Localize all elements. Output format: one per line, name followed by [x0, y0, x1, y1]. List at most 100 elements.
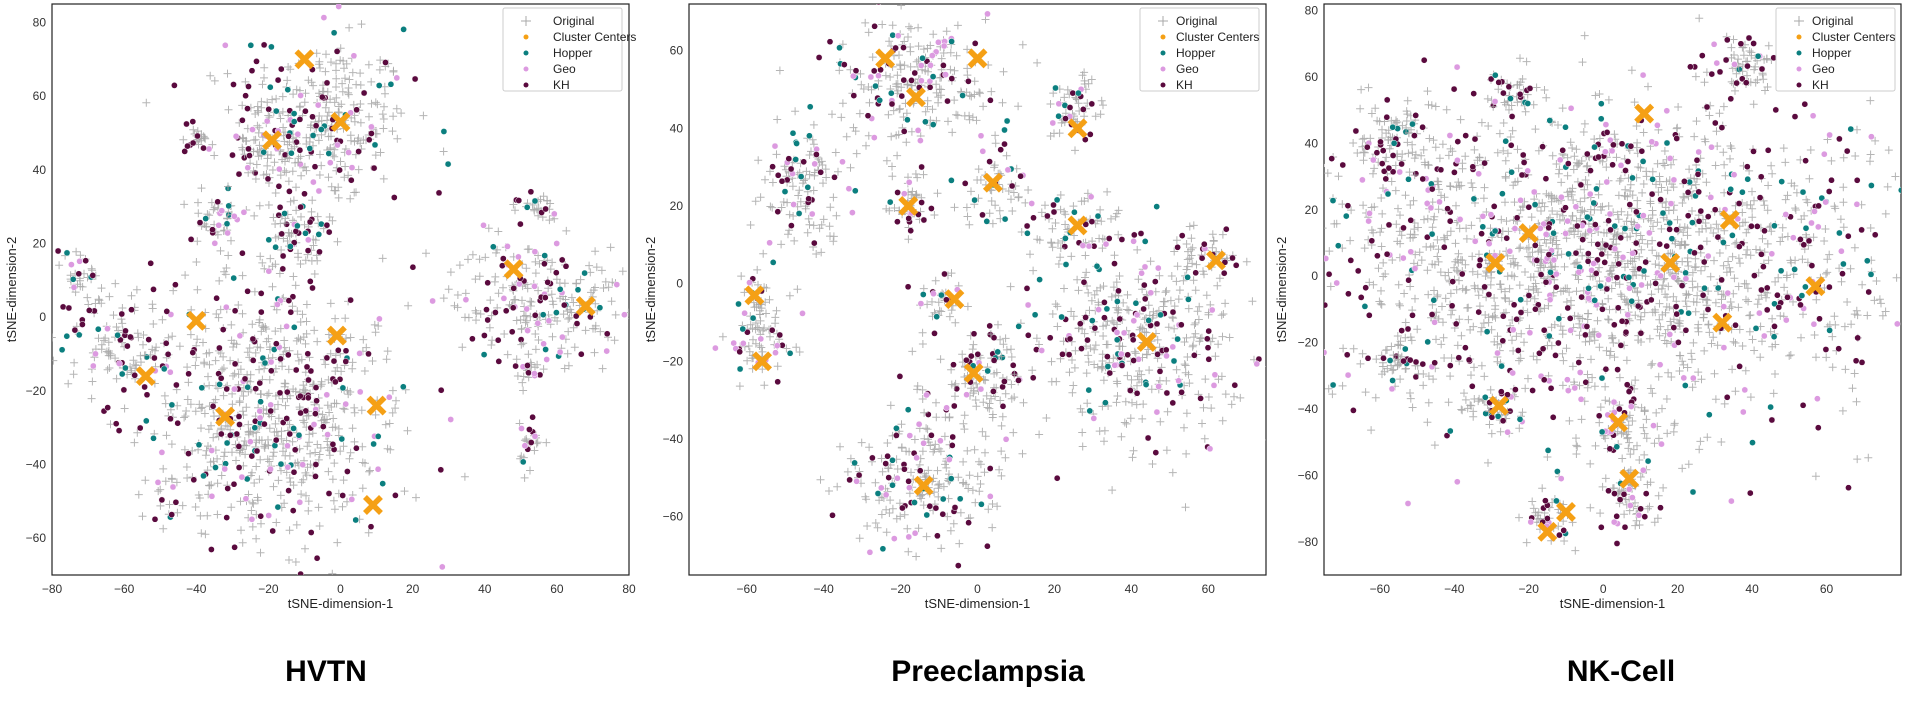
original-point [944, 117, 952, 126]
original-point [1633, 288, 1642, 297]
original-point [297, 478, 306, 487]
original-point [1693, 282, 1702, 291]
original-point [1377, 194, 1386, 202]
original-point [197, 529, 206, 538]
original-point [1209, 237, 1218, 246]
original-point [1172, 365, 1181, 374]
hopper-point [1015, 323, 1023, 330]
original-point [1830, 312, 1839, 321]
kh-point [941, 270, 948, 278]
original-point [1617, 207, 1626, 216]
original-point [1570, 152, 1579, 161]
original-point [1511, 258, 1520, 267]
original-point [201, 530, 210, 539]
hopper-point [480, 351, 488, 358]
original-point [307, 256, 316, 265]
original-point [1763, 239, 1772, 248]
original-point [1758, 337, 1766, 346]
geo-point [1141, 263, 1149, 271]
original-point [1396, 211, 1404, 220]
kh-point [189, 118, 197, 125]
original-point [897, 4, 906, 10]
original-point [255, 141, 264, 150]
original-point [1524, 285, 1533, 294]
original-point [364, 60, 373, 69]
hopper-point [58, 346, 66, 354]
hopper-point [400, 26, 407, 33]
kh-point [1118, 362, 1126, 369]
original-point [221, 421, 230, 430]
original-point [354, 165, 363, 174]
geo-point [70, 284, 78, 291]
original-point [1748, 204, 1757, 213]
kh-point [997, 146, 1005, 154]
y-tick-label: −60 [663, 510, 684, 524]
original-point [1567, 227, 1575, 235]
original-point [750, 303, 759, 312]
original-point [472, 309, 481, 317]
original-point [988, 523, 997, 532]
original-point [805, 220, 814, 229]
original-point [1750, 196, 1758, 205]
original-point [380, 102, 388, 111]
geo-point [935, 38, 942, 46]
kh-point [1130, 231, 1138, 239]
original-point [69, 370, 78, 379]
original-point [476, 310, 485, 318]
original-point [84, 300, 93, 309]
original-point [159, 524, 168, 533]
kh-point [850, 92, 858, 99]
original-point [1663, 293, 1671, 302]
original-point [1214, 340, 1223, 349]
original-point [236, 497, 245, 506]
kh-point [1001, 378, 1008, 385]
original-point [1437, 340, 1446, 349]
original-point [224, 105, 233, 114]
original-point [97, 284, 106, 293]
original-point [1370, 202, 1379, 211]
original-point [883, 439, 892, 447]
original-point [276, 324, 285, 333]
original-point [1516, 354, 1525, 363]
kh-point [303, 363, 311, 371]
original-point [1715, 109, 1724, 118]
original-point [1655, 331, 1664, 340]
kh-point [1023, 222, 1031, 230]
original-point [1377, 224, 1386, 233]
original-point [881, 71, 890, 80]
original-point [1440, 233, 1448, 242]
original-point [296, 335, 305, 344]
original-point [191, 361, 200, 370]
original-point [321, 67, 330, 76]
hopper-point [339, 384, 347, 392]
original-point [331, 314, 340, 323]
original-point [357, 406, 366, 415]
original-point [779, 198, 788, 206]
kh-point [260, 41, 268, 49]
kh-point [531, 311, 539, 319]
geo-point [1253, 360, 1261, 368]
cluster-center-x [744, 285, 765, 306]
original-point [1188, 243, 1197, 252]
original-point [985, 399, 994, 408]
original-point [564, 361, 573, 370]
legend-label: Cluster Centers [1176, 30, 1259, 44]
original-point [288, 302, 297, 311]
original-point [127, 366, 136, 375]
original-point [1480, 372, 1489, 381]
original-point [519, 312, 528, 321]
original-point [1688, 277, 1697, 286]
original-point [1086, 344, 1095, 353]
original-point [1734, 303, 1743, 312]
original-point [968, 345, 977, 354]
original-point [1014, 192, 1023, 201]
geo-point [1118, 350, 1125, 358]
original-point [164, 333, 173, 342]
original-point [1534, 247, 1543, 256]
original-point [591, 283, 599, 292]
original-point [1236, 393, 1245, 402]
kh-point [1076, 320, 1084, 328]
original-point [1543, 453, 1552, 461]
original-point [1433, 235, 1442, 244]
original-point [356, 81, 365, 89]
